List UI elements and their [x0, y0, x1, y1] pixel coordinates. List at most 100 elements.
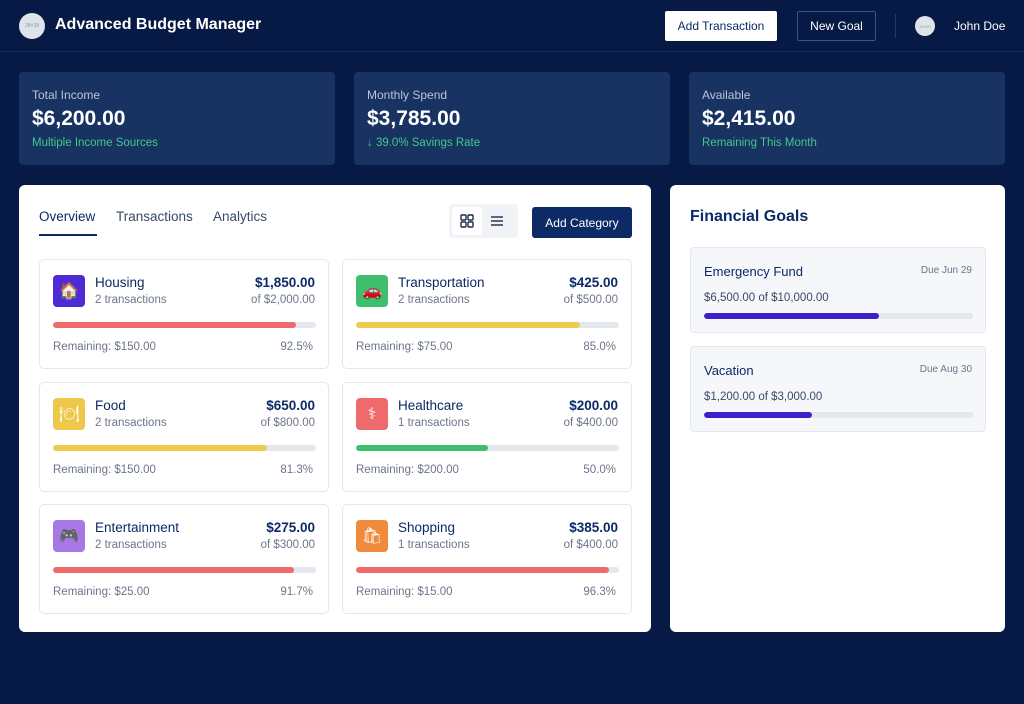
category-percent: 91.7%: [280, 586, 313, 598]
category-remaining: Remaining: $150.00: [53, 464, 156, 476]
category-card-food[interactable]: 🍽 Food 2 transactions $650.00 of $800.00…: [39, 382, 329, 492]
stat-label: Monthly Spend: [367, 88, 448, 102]
house-icon: 🏠: [53, 275, 85, 307]
top-header: 28×28 Advanced Budget Manager Add Transa…: [0, 0, 1024, 52]
budget-overview-panel: Overview Transactions Analytics Add Cate…: [19, 185, 651, 632]
goal-card-vacation[interactable]: Vacation Due Aug 30 $1,200.00 of $3,000.…: [690, 346, 986, 432]
category-count: 1 transactions: [398, 539, 470, 551]
category-card-shopping[interactable]: 🛍 Shopping 1 transactions $385.00 of $40…: [342, 504, 632, 614]
category-progress-fill: [356, 322, 580, 328]
category-remaining: Remaining: $25.00: [53, 586, 150, 598]
category-count: 2 transactions: [95, 417, 167, 429]
view-toggle: [449, 204, 518, 238]
category-amount: $200.00: [569, 398, 618, 413]
category-remaining: Remaining: $75.00: [356, 341, 453, 353]
tab-transactions[interactable]: Transactions: [116, 209, 193, 224]
stat-subtext: Remaining This Month: [702, 137, 817, 149]
app-title: Advanced Budget Manager: [55, 16, 262, 33]
goal-card-emergency-fund[interactable]: Emergency Fund Due Jun 29 $6,500.00 of $…: [690, 247, 986, 333]
goal-progress-bar: [704, 313, 973, 319]
medical-icon: ⚕: [356, 398, 388, 430]
category-count: 2 transactions: [398, 294, 470, 306]
avatar[interactable]: 20×20: [915, 16, 935, 36]
category-progress-bar: [53, 322, 316, 328]
category-percent: 96.3%: [583, 586, 616, 598]
category-name: Transportation: [398, 275, 485, 290]
financial-goals-panel: Financial Goals Emergency Fund Due Jun 2…: [670, 185, 1005, 632]
category-progress-bar: [356, 445, 619, 451]
username[interactable]: John Doe: [954, 19, 1006, 33]
category-amount: $275.00: [266, 520, 315, 535]
category-name: Food: [95, 398, 126, 413]
category-remaining: Remaining: $15.00: [356, 586, 453, 598]
goal-name: Emergency Fund: [704, 264, 803, 279]
add-category-button[interactable]: Add Category: [532, 207, 632, 238]
category-count: 2 transactions: [95, 294, 167, 306]
category-progress-bar: [356, 567, 619, 573]
goal-progress-fill: [704, 313, 879, 319]
stat-label: Available: [702, 88, 751, 102]
tab-overview[interactable]: Overview: [39, 209, 96, 224]
category-percent: 92.5%: [280, 341, 313, 353]
stat-value: $2,415.00: [702, 107, 796, 130]
stat-subtext: ↓ 39.0% Savings Rate: [367, 137, 481, 149]
category-budget: of $800.00: [260, 417, 315, 429]
category-progress-bar: [53, 567, 316, 573]
category-budget: of $2,000.00: [251, 294, 315, 306]
grid-icon: [460, 214, 474, 228]
category-card-entertainment[interactable]: 🎮 Entertainment 2 transactions $275.00 o…: [39, 504, 329, 614]
goal-progress-text: $1,200.00 of $3,000.00: [704, 391, 823, 403]
category-name: Housing: [95, 275, 145, 290]
stat-subtext: Multiple Income Sources: [32, 137, 158, 149]
goal-name: Vacation: [704, 363, 754, 378]
active-tab-indicator: [39, 234, 97, 236]
category-card-transportation[interactable]: 🚗 Transportation 2 transactions $425.00 …: [342, 259, 632, 369]
goals-title: Financial Goals: [690, 208, 809, 225]
goal-progress-text: $6,500.00 of $10,000.00: [704, 292, 829, 304]
category-progress-bar: [53, 445, 316, 451]
gamepad-icon: 🎮: [53, 520, 85, 552]
category-name: Entertainment: [95, 520, 180, 535]
stat-card-monthly-spend: Monthly Spend $3,785.00 ↓ 39.0% Savings …: [354, 72, 670, 165]
goal-due-date: Due Aug 30: [919, 364, 972, 375]
category-progress-fill: [53, 322, 297, 328]
category-percent: 85.0%: [583, 341, 616, 353]
category-card-housing[interactable]: 🏠 Housing 2 transactions $1,850.00 of $2…: [39, 259, 329, 369]
category-budget: of $300.00: [260, 539, 315, 551]
category-progress-bar: [356, 322, 619, 328]
category-budget: of $400.00: [563, 417, 618, 429]
stat-value: $6,200.00: [32, 107, 126, 130]
category-card-healthcare[interactable]: ⚕ Healthcare 1 transactions $200.00 of $…: [342, 382, 632, 492]
new-goal-button[interactable]: New Goal: [797, 11, 876, 41]
category-amount: $650.00: [266, 398, 315, 413]
app-logo: 28×28: [19, 13, 45, 39]
car-icon: 🚗: [356, 275, 388, 307]
category-name: Shopping: [398, 520, 456, 535]
goal-due-date: Due Jun 29: [920, 265, 972, 276]
category-percent: 50.0%: [583, 464, 616, 476]
stat-card-available: Available $2,415.00 Remaining This Month: [689, 72, 1005, 165]
plate-icon: 🍽: [53, 398, 85, 430]
stat-card-total-income: Total Income $6,200.00 Multiple Income S…: [19, 72, 335, 165]
stat-value: $3,785.00: [367, 107, 461, 130]
gift-icon: 🛍: [356, 520, 388, 552]
category-progress-fill: [356, 445, 488, 451]
category-budget: of $400.00: [563, 539, 618, 551]
category-remaining: Remaining: $200.00: [356, 464, 459, 476]
tab-analytics[interactable]: Analytics: [213, 209, 268, 224]
stat-label: Total Income: [32, 88, 101, 102]
category-progress-fill: [53, 445, 267, 451]
category-budget: of $500.00: [563, 294, 618, 306]
category-progress-fill: [356, 567, 610, 573]
category-amount: $385.00: [569, 520, 618, 535]
category-count: 1 transactions: [398, 417, 470, 429]
add-transaction-button[interactable]: Add Transaction: [665, 11, 777, 41]
category-name: Healthcare: [398, 398, 464, 413]
category-percent: 81.3%: [280, 464, 313, 476]
category-amount: $425.00: [569, 275, 618, 290]
grid-view-button[interactable]: [452, 207, 482, 235]
header-divider: [895, 14, 896, 38]
list-view-button[interactable]: [482, 207, 512, 235]
category-remaining: Remaining: $150.00: [53, 341, 156, 353]
goal-progress-bar: [704, 412, 973, 418]
